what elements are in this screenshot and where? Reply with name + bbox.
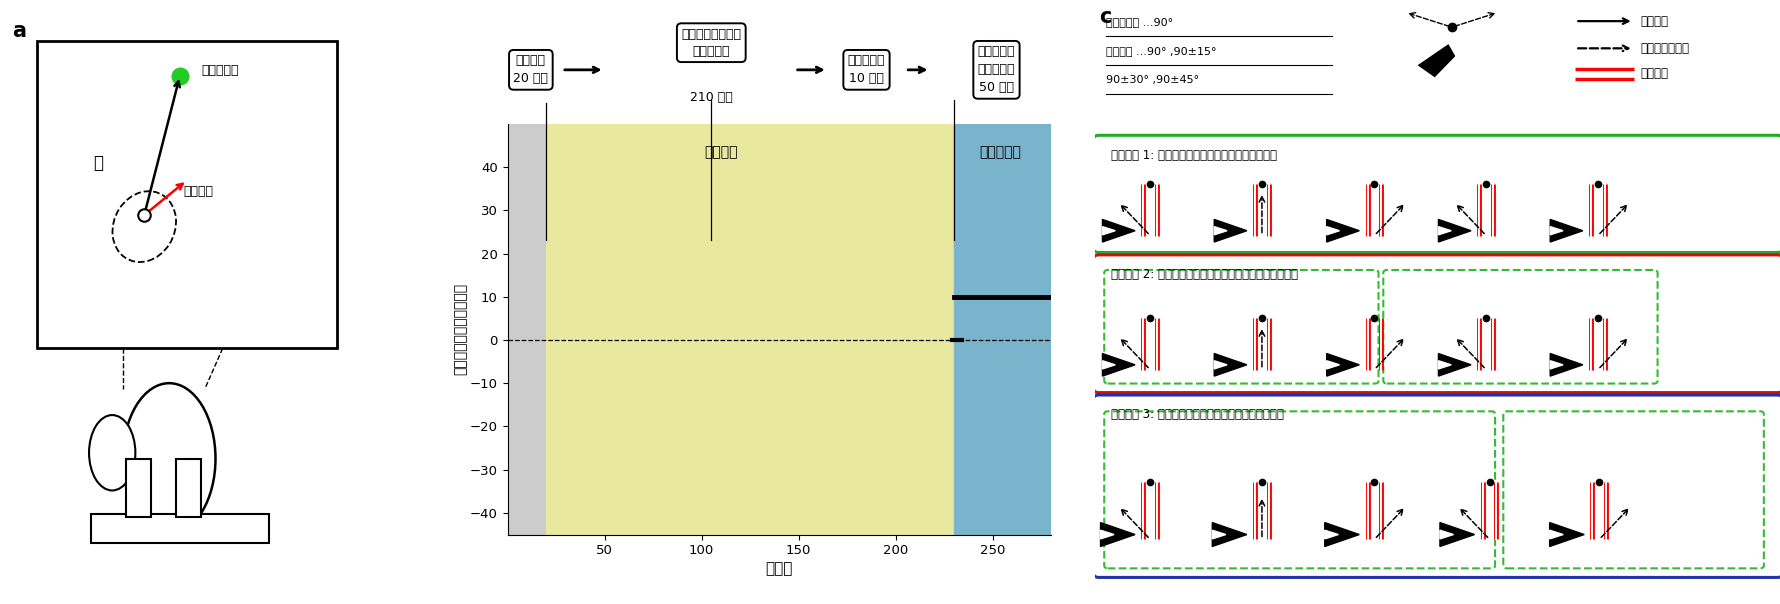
Polygon shape: [1326, 361, 1339, 369]
Polygon shape: [1324, 522, 1358, 547]
Polygon shape: [1440, 522, 1474, 547]
Polygon shape: [1549, 522, 1584, 547]
Polygon shape: [1438, 353, 1470, 376]
Text: 脱学習試行
10 試行: 脱学習試行 10 試行: [847, 54, 885, 85]
Polygon shape: [1438, 219, 1470, 242]
Text: トンネル: トンネル: [1639, 67, 1668, 80]
Polygon shape: [1440, 530, 1452, 539]
Polygon shape: [1214, 226, 1226, 235]
Polygon shape: [1438, 361, 1451, 369]
FancyBboxPatch shape: [1093, 255, 1780, 393]
Polygon shape: [1212, 530, 1225, 539]
Text: 90±30° ,90±45°: 90±30° ,90±45°: [1105, 75, 1198, 85]
Text: 練習試行
20 試行: 練習試行 20 試行: [513, 54, 548, 85]
Text: 学習試行: 学習試行: [703, 146, 737, 159]
Text: a: a: [12, 21, 27, 41]
Polygon shape: [1212, 522, 1246, 547]
FancyBboxPatch shape: [1093, 395, 1780, 577]
Bar: [91, 513, 269, 542]
Polygon shape: [1549, 530, 1563, 539]
Text: テスト試行: テスト試行: [979, 146, 1020, 159]
Text: ターゲット ...90°: ターゲット ...90°: [1105, 17, 1171, 27]
Text: トンネルを使い、
運動を固定: トンネルを使い、 運動を固定: [682, 28, 740, 58]
Text: グループ 1: カーソルの動き（誤差）が予測不可能: グループ 1: カーソルの動き（誤差）が予測不可能: [1111, 149, 1276, 162]
Text: 210 試行: 210 試行: [689, 91, 732, 104]
Polygon shape: [1102, 219, 1134, 242]
Polygon shape: [1102, 226, 1114, 235]
Polygon shape: [1100, 530, 1114, 539]
Bar: [176, 458, 201, 516]
Polygon shape: [1438, 226, 1451, 235]
Text: c: c: [1098, 7, 1111, 27]
Text: カーソル ...90° ,90±15°: カーソル ...90° ,90±15°: [1105, 46, 1216, 56]
FancyBboxPatch shape: [1093, 135, 1780, 252]
Text: ターゲット: ターゲット: [201, 63, 239, 77]
Bar: [37, 41, 336, 349]
Circle shape: [123, 383, 215, 534]
Text: カーソル: カーソル: [183, 185, 214, 198]
Polygon shape: [1100, 522, 1134, 547]
Polygon shape: [1326, 226, 1339, 235]
Polygon shape: [1549, 361, 1563, 369]
X-axis label: 試行数: 試行数: [765, 562, 792, 576]
Text: カーソルが
右にずれる
50 試行: カーソルが 右にずれる 50 試行: [977, 45, 1015, 94]
Polygon shape: [1214, 361, 1226, 369]
Text: 手: 手: [93, 154, 103, 172]
Polygon shape: [1549, 226, 1563, 235]
Text: カーソルの動き: カーソルの動き: [1639, 42, 1689, 55]
Bar: [546, 124, 954, 535]
Polygon shape: [1326, 219, 1358, 242]
Text: 手の動き: 手の動き: [1639, 14, 1668, 28]
Circle shape: [89, 415, 135, 490]
Polygon shape: [1214, 219, 1246, 242]
Text: グループ 3: カーソルの動き（誤差）を予測しやすい: グループ 3: カーソルの動き（誤差）を予測しやすい: [1111, 408, 1283, 422]
Y-axis label: カーソルのずれ（角度）: カーソルのずれ（角度）: [452, 283, 466, 375]
Polygon shape: [1326, 353, 1358, 376]
Text: グループ 2: カーソルの動き（誤差）がある程度予測可能: グループ 2: カーソルの動き（誤差）がある程度予測可能: [1111, 268, 1298, 281]
Bar: [126, 458, 151, 516]
Bar: [954, 124, 1050, 535]
Polygon shape: [1102, 361, 1114, 369]
Polygon shape: [1214, 353, 1246, 376]
Polygon shape: [1549, 353, 1582, 376]
Polygon shape: [1324, 530, 1337, 539]
Polygon shape: [1102, 353, 1134, 376]
Polygon shape: [1417, 44, 1454, 77]
Polygon shape: [1549, 219, 1582, 242]
